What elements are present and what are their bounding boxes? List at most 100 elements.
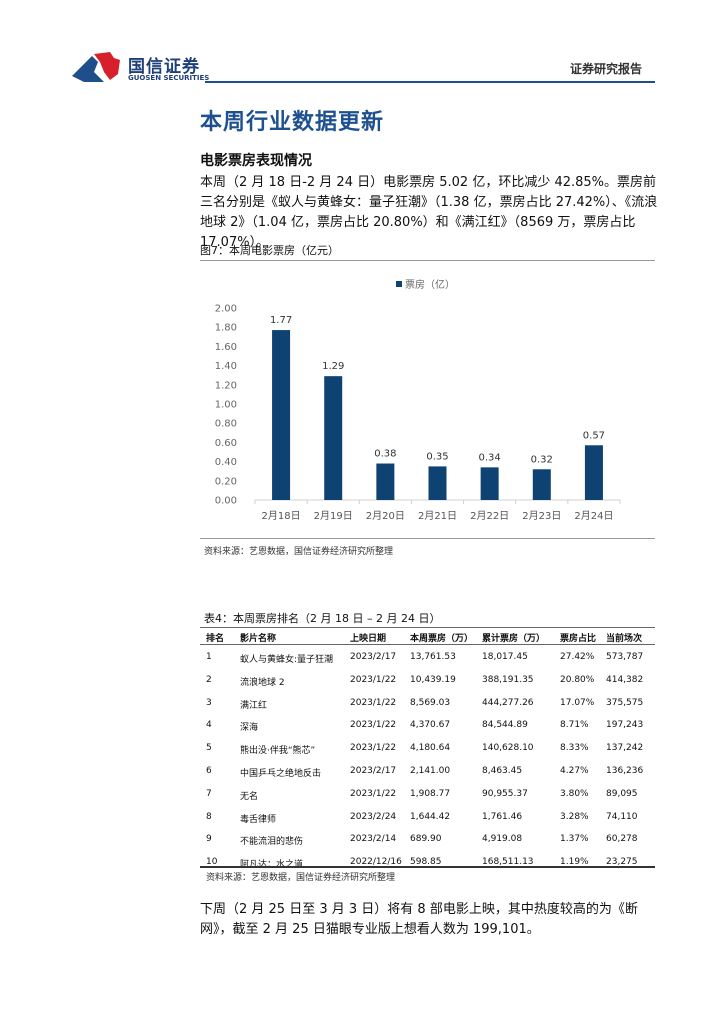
table-top-rule <box>200 627 655 628</box>
section-title: 电影票房表现情况 <box>200 153 312 169</box>
summary-paragraph: 本周（2 月 18 日-2 月 24 日）电影票房 5.02 亿，环比减少 42… <box>200 175 658 250</box>
y-tick-label: 0.60 <box>215 438 237 449</box>
y-tick-label: 1.40 <box>215 361 237 372</box>
table-row: 2 流浪地球 2 2023/1/22 10,439.19 388,191.35 20.80… <box>0 675 724 697</box>
cell-release-date: 2023/1/22 <box>350 743 397 754</box>
cell-title: 无名 <box>240 791 259 802</box>
cell-release-date: 2023/2/14 <box>350 834 397 845</box>
cell-title: 阿凡达：水之道 <box>240 857 303 870</box>
table-row: 10 阿凡达：水之道 2022/12/16 598.85 168,511.13 1.19%… <box>0 857 724 879</box>
y-tick-label: 0.40 <box>215 457 237 468</box>
bar-value-label: 0.35 <box>426 451 448 462</box>
cell-rank: 8 <box>206 811 212 822</box>
table-row: 5 熊出没·伴我“熊芯” 2023/1/22 4,180.64 140,628.10 8.… <box>0 743 724 765</box>
table-caption: 表4：本周票房排名（2 月 18 日 – 2 月 24 日） <box>204 612 441 625</box>
cell-title: 熊出没·伴我“熊芯” <box>240 746 316 757</box>
bar <box>272 330 291 500</box>
cell-share: 4.27% <box>560 766 589 776</box>
legend-swatch <box>396 281 402 287</box>
cell-weekly-box-office: 1,644.42 <box>410 811 451 822</box>
x-tick-label: 2月20日 <box>366 510 405 522</box>
x-tick-label: 2月18日 <box>262 510 301 522</box>
bar <box>324 376 343 500</box>
next-week-paragraph: 下周（2 月 25 日至 3 月 3 日）将有 8 部电影上映，其中热度较高的为… <box>200 902 638 937</box>
cell-share: 8.33% <box>560 743 589 754</box>
cell-screenings: 60,278 <box>606 834 638 845</box>
y-tick-label: 1.00 <box>215 400 237 411</box>
cell-title: 满江红 <box>240 700 268 711</box>
bar-value-label: 1.77 <box>270 315 292 326</box>
x-tick-label: 2月22日 <box>470 510 509 522</box>
legend-label: 票房（亿） <box>405 278 455 291</box>
y-tick-label: 1.60 <box>215 342 237 353</box>
cell-title: 毒舌律师 <box>240 814 277 825</box>
cell-release-date: 2023/1/22 <box>350 788 397 799</box>
cell-share: 1.37% <box>560 834 589 845</box>
y-tick-label: 0.80 <box>215 419 237 430</box>
cell-screenings: 197,243 <box>606 720 644 731</box>
cell-weekly-box-office: 10,439.19 <box>410 674 456 685</box>
x-tick-label: 2月23日 <box>522 510 561 522</box>
cell-total-box-office: 140,628.10 <box>482 743 534 754</box>
report-type-label: 证券研究报告 <box>570 62 643 76</box>
bar <box>584 445 603 500</box>
cell-rank: 7 <box>206 788 212 799</box>
bar <box>428 466 447 500</box>
cell-share: 17.07% <box>560 697 595 708</box>
cell-rank: 1 <box>206 652 212 662</box>
table-bottom-rule <box>200 866 655 868</box>
table-row: 1 蚁人与黄蜂女:量子狂潮 2023/2/17 13,761.53 18,017.45 2… <box>0 652 724 674</box>
cell-rank: 5 <box>206 743 212 754</box>
cell-rank: 6 <box>206 766 212 776</box>
cell-total-box-office: 8,463.45 <box>482 766 523 776</box>
cell-rank: 10 <box>206 857 218 868</box>
cell-screenings: 375,575 <box>606 697 644 708</box>
cell-total-box-office: 1,761.46 <box>482 811 523 822</box>
cell-screenings: 573,787 <box>606 652 644 662</box>
brand-name-cn: 国信证券 <box>128 57 200 77</box>
col-header-screenings: 当前场次 <box>606 634 643 644</box>
bar-value-label: 0.38 <box>374 449 396 460</box>
bar-value-label: 0.32 <box>531 454 553 465</box>
cell-share: 8.71% <box>560 720 589 731</box>
x-tick-label: 2月19日 <box>314 510 353 522</box>
cell-share: 3.80% <box>560 788 589 799</box>
cell-total-box-office: 4,919.08 <box>482 834 523 845</box>
cell-title: 不能流泪的悲伤 <box>240 837 304 848</box>
cell-screenings: 74,110 <box>606 811 638 822</box>
col-header-title: 影片名称 <box>240 634 277 644</box>
cell-screenings: 414,382 <box>606 674 644 685</box>
bar <box>480 467 499 500</box>
bar-value-label: 1.29 <box>322 361 344 372</box>
table-row: 8 毒舌律师 2023/2/24 1,644.42 1,761.46 3.28% 74,11… <box>0 812 724 834</box>
cell-release-date: 2023/1/22 <box>350 697 397 708</box>
cell-screenings: 23,275 <box>606 857 638 868</box>
cell-rank: 4 <box>206 720 212 731</box>
cell-weekly-box-office: 689.90 <box>410 834 442 845</box>
bar-value-label: 0.57 <box>583 430 605 441</box>
cell-screenings: 137,242 <box>606 743 644 754</box>
cell-total-box-office: 388,191.35 <box>482 674 534 685</box>
cell-weekly-box-office: 13,761.53 <box>410 652 456 662</box>
header-divider <box>205 81 655 83</box>
figure-bottom-rule <box>200 538 655 539</box>
cell-weekly-box-office: 2,141.00 <box>410 766 451 776</box>
cell-screenings: 136,236 <box>606 766 644 776</box>
col-header-total-box-office: 累计票房（万） <box>482 634 546 644</box>
cell-weekly-box-office: 1,908.77 <box>410 788 451 799</box>
cell-total-box-office: 18,017.45 <box>482 652 528 662</box>
table-row: 4 深海 2023/1/22 4,370.67 84,544.89 8.71% 197,24… <box>0 720 724 742</box>
cell-weekly-box-office: 598.85 <box>410 857 442 868</box>
cell-title: 中国乒乓之绝地反击 <box>240 769 322 779</box>
y-tick-label: 0.20 <box>215 476 237 487</box>
cell-total-box-office: 84,544.89 <box>482 720 528 731</box>
cell-rank: 9 <box>206 834 212 845</box>
box-office-bar-chart: 票房（亿） 0.00 0.20 0.40 0.60 0.80 1.00 1.20 1.40 1.6… <box>215 278 621 522</box>
bar <box>376 463 395 500</box>
cell-release-date: 2023/2/17 <box>350 766 397 776</box>
cell-share: 20.80% <box>560 674 595 685</box>
cell-release-date: 2022/12/16 <box>350 857 402 868</box>
col-header-release-date: 上映日期 <box>350 634 387 644</box>
figure-caption: 图7：本周电影票房（亿元） <box>200 244 339 257</box>
cell-rank: 3 <box>206 697 212 708</box>
